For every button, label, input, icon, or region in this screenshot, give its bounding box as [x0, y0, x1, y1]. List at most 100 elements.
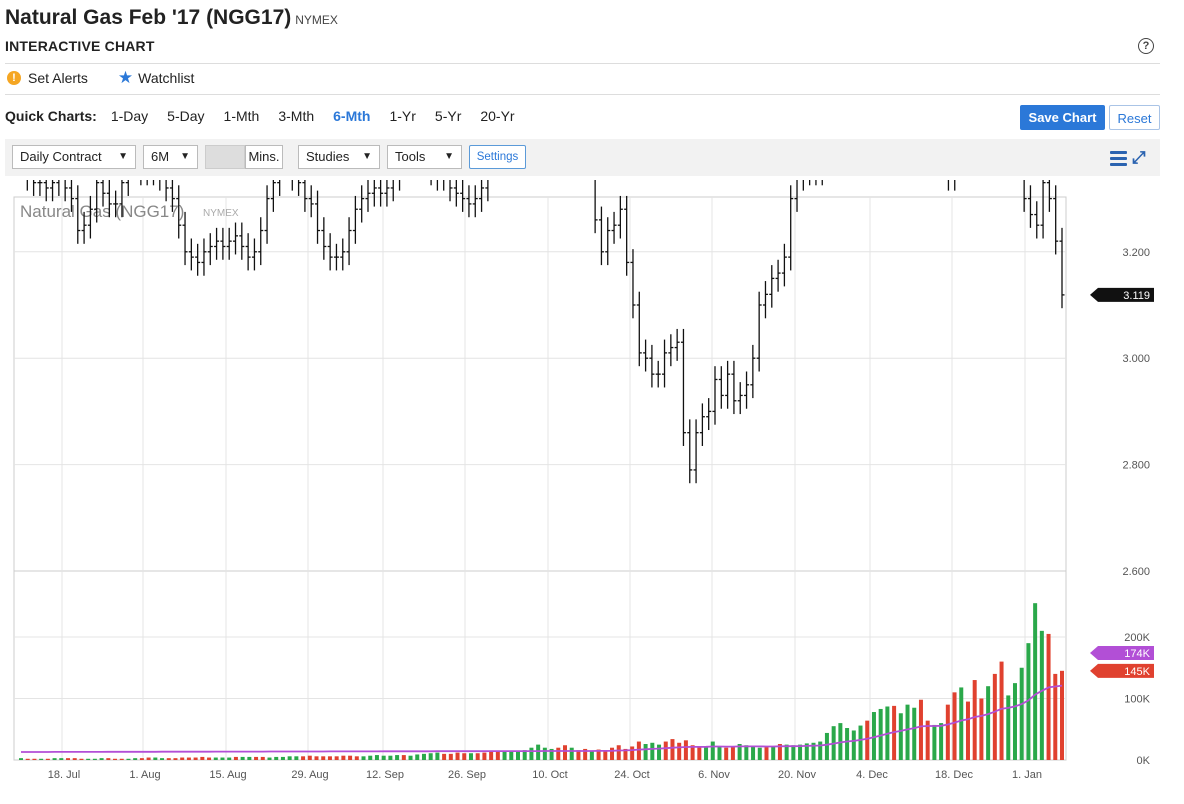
minutes-input[interactable] [205, 145, 245, 169]
ohlc-bar [140, 180, 142, 186]
volume-bar [395, 755, 400, 760]
star-icon[interactable]: ★ [117, 68, 134, 87]
volume-tick-label: 0K [1137, 755, 1151, 767]
quick-chart-3-mth[interactable]: 3-Mth [278, 108, 315, 124]
help-icon[interactable]: ? [1138, 38, 1154, 54]
volume-bar [200, 756, 205, 760]
volume-bar [1039, 630, 1044, 760]
volume-bar [475, 753, 480, 760]
period-select[interactable]: 6M ▼ [143, 145, 198, 169]
contract-select[interactable]: Daily Contract ▼ [12, 145, 136, 169]
divider [5, 94, 1160, 95]
ohlc-bar [775, 259, 781, 292]
x-tick-label: 1. Jan [1012, 769, 1042, 781]
quick-chart-20-yr[interactable]: 20-Yr [480, 108, 515, 124]
volume-bar [280, 756, 285, 760]
watchlist-link[interactable]: Watchlist [138, 70, 195, 86]
volume-bar [66, 758, 71, 760]
title-text: Natural Gas Feb '17 (NGG17) [5, 6, 292, 29]
volume-bars [19, 603, 1064, 760]
volume-bar [939, 723, 944, 760]
save-chart-button[interactable]: Save Chart [1020, 105, 1105, 130]
price-tick-label: 3.000 [1122, 353, 1150, 365]
ohlc-bar [594, 180, 598, 234]
volume-bar [381, 755, 386, 760]
ohlc-bar [50, 180, 56, 202]
ohlc-bar [668, 334, 674, 367]
x-tick-label: 29. Aug [291, 769, 328, 781]
x-tick-label: 24. Oct [614, 769, 649, 781]
quick-chart-5-yr[interactable]: 5-Yr [434, 108, 462, 124]
volume-bar [240, 756, 245, 760]
x-tick-label: 20. Nov [778, 769, 816, 781]
chart-grid [13, 196, 1067, 761]
volume-bar [616, 745, 621, 760]
ohlc-bar [384, 180, 390, 207]
volume-bar [92, 758, 97, 760]
volume-bar [334, 756, 339, 760]
volume-bar [1006, 695, 1011, 760]
ohlc-bar [617, 195, 623, 239]
volume-bar [536, 744, 541, 760]
ohlc-bar [443, 180, 445, 191]
settings-button[interactable]: Settings [469, 145, 526, 169]
volume-tick-label: 100K [1124, 694, 1150, 706]
volume-bar [509, 751, 514, 760]
ohlc-bar [165, 180, 169, 202]
reset-button[interactable]: Reset [1109, 105, 1160, 130]
ohlc-bar [436, 180, 439, 191]
quick-chart-1-day[interactable]: 1-Day [110, 108, 149, 124]
volume-bar [972, 680, 977, 760]
quick-chart-1-yr[interactable]: 1-Yr [389, 108, 416, 124]
studies-select[interactable]: Studies ▼ [298, 145, 380, 169]
ohlc-bar [152, 180, 155, 186]
ohlc-bar [655, 360, 661, 388]
ohlc-bar [340, 238, 346, 271]
quick-chart-6-mth[interactable]: 6-Mth [333, 108, 371, 124]
price-tick-label: 2.800 [1122, 460, 1150, 472]
volume-bar [623, 748, 628, 760]
ohlc-bar [769, 265, 775, 308]
tools-select-value: Tools [395, 149, 426, 164]
ohlc-bar [37, 180, 43, 196]
ohlc-bar [674, 328, 680, 361]
volume-bar [213, 757, 218, 760]
last-price-tag: 3.119 [1090, 287, 1154, 302]
volume-bar [744, 745, 749, 760]
volume-average-tag: 174K [1090, 645, 1154, 660]
ohlc-bar [762, 281, 768, 319]
volume-bar [791, 745, 796, 760]
volume-last-tag: 145K [1090, 663, 1154, 678]
menu-icon[interactable] [1110, 151, 1127, 169]
alert-icon[interactable]: ! [7, 71, 21, 85]
quick-charts: Quick Charts: 1-Day 5-Day 1-Mth 3-Mth 6-… [5, 108, 534, 124]
volume-bar [925, 720, 930, 760]
ohlc-bar [756, 291, 762, 372]
ohlc-bar [94, 180, 100, 223]
expand-icon[interactable]: ⤢ [1132, 148, 1146, 167]
volume-bar [697, 747, 702, 760]
ohlc-bar [737, 382, 743, 415]
volume-bar [878, 708, 883, 760]
tools-select[interactable]: Tools ▼ [387, 145, 462, 169]
ohlc-bar [308, 185, 314, 218]
volume-bar [341, 755, 346, 760]
volume-bar [657, 744, 662, 760]
quick-chart-1-mth[interactable]: 1-Mth [223, 108, 260, 124]
ohlc-bar [1027, 185, 1033, 228]
ohlc-bar [611, 211, 617, 244]
ohlc-bar [821, 180, 823, 186]
minutes-label: Mins. [245, 145, 283, 169]
set-alerts-link[interactable]: Set Alerts [28, 70, 88, 86]
volume-bar [865, 720, 870, 760]
ohlc-bar [359, 185, 365, 223]
x-tick-label: 12. Sep [366, 769, 404, 781]
divider [5, 63, 1160, 64]
ohlc-bar [182, 211, 188, 266]
volume-bar [220, 757, 225, 760]
ohlc-bar [947, 180, 950, 191]
volume-bar [173, 758, 178, 760]
volume-tick-label: 200K [1124, 632, 1150, 644]
ohlc-bar [815, 180, 817, 186]
quick-chart-5-day[interactable]: 5-Day [167, 108, 205, 124]
